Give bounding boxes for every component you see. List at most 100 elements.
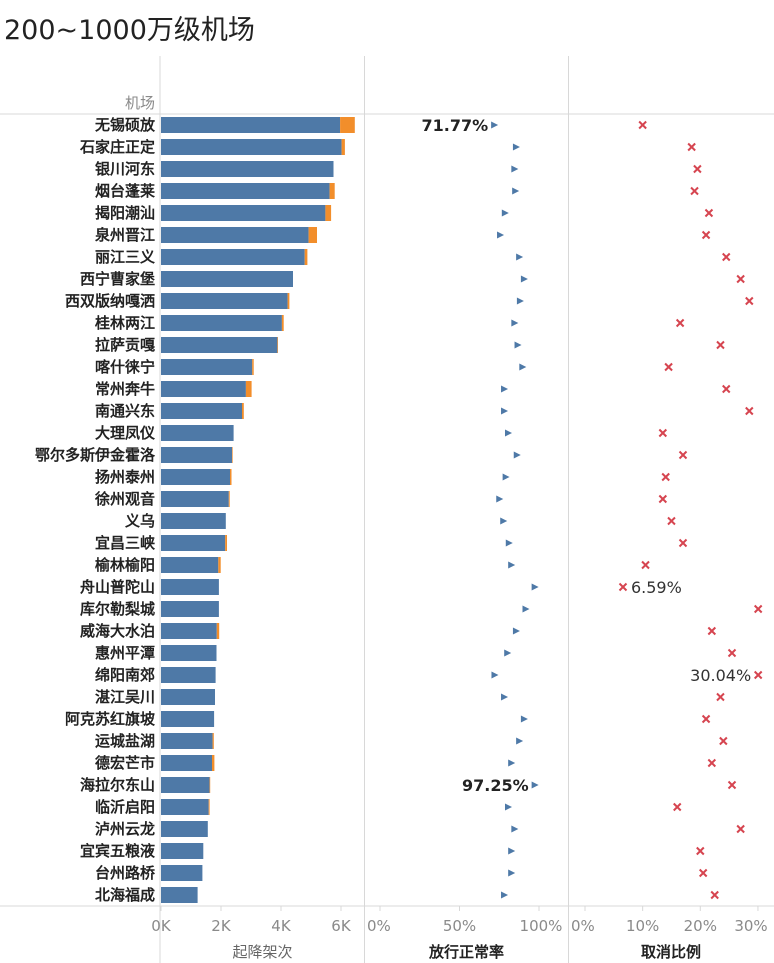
bar-main <box>161 139 342 155</box>
bar-main <box>161 887 198 903</box>
cancel-marker <box>753 670 763 680</box>
cancel-marker <box>693 164 702 174</box>
axis-tick-label: 10% <box>626 917 659 935</box>
category-label: 临沂启阳 <box>95 798 155 816</box>
bar-main <box>161 403 242 419</box>
category-label: 喀什徕宁 <box>95 358 155 376</box>
cancel-marker <box>753 604 763 614</box>
cancel-annotation: 30.04% <box>690 666 751 685</box>
axis-title: 放行正常率 <box>428 943 504 961</box>
cancel-marker <box>716 692 725 702</box>
bar-main <box>161 667 216 683</box>
cancel-marker <box>710 890 719 900</box>
rate-marker <box>522 605 530 613</box>
category-label: 阿克苏红旗坡 <box>65 710 155 728</box>
bar-main <box>161 733 213 749</box>
category-label: 丽江三义 <box>95 248 155 266</box>
bar-extra <box>230 469 232 485</box>
bar-extra <box>287 293 290 309</box>
cancel-annotation: 6.59% <box>631 578 682 597</box>
rate-marker <box>496 495 504 503</box>
bar-main <box>161 491 229 507</box>
category-label: 西双版纳嘎洒 <box>65 292 155 310</box>
rate-marker <box>512 187 520 195</box>
cancel-marker <box>678 450 688 460</box>
category-label: 西宁曹家堡 <box>80 270 155 288</box>
category-label: 宜宾五粮液 <box>80 842 156 860</box>
cancel-marker <box>722 384 731 394</box>
rate-annotation: 97.25% <box>462 776 529 795</box>
cancel-marker <box>658 428 668 438</box>
axis-tick-label: 4K <box>271 917 292 935</box>
cancel-marker <box>696 846 705 856</box>
rate-marker <box>504 803 512 811</box>
bar-main <box>161 249 305 265</box>
cancel-marker <box>658 494 668 504</box>
page-title: 200~1000万级机场 <box>4 15 255 46</box>
axis-tick-label: 2K <box>211 917 232 935</box>
cancel-marker <box>698 868 708 878</box>
rate-marker <box>508 869 516 877</box>
axis-tick-label: 6K <box>331 917 352 935</box>
bar-extra <box>325 205 332 221</box>
bar-main <box>161 513 226 529</box>
bar-main <box>161 755 212 771</box>
bar-main <box>161 843 204 859</box>
cancel-marker <box>727 780 737 790</box>
cancel-marker <box>707 626 717 636</box>
cancel-marker <box>704 208 714 218</box>
bar-extra <box>232 447 233 463</box>
bar-extra <box>304 249 308 265</box>
category-label: 惠州平潭 <box>95 644 155 662</box>
category-label: 银川河东 <box>95 160 155 178</box>
bar-main <box>161 337 278 353</box>
bar-extra <box>212 755 215 771</box>
axis-tick-label: 100% <box>520 917 563 935</box>
bar-extra <box>218 557 221 573</box>
cancel-marker <box>707 758 717 768</box>
rate-marker <box>516 297 524 305</box>
category-label: 拉萨贡嘎 <box>95 336 155 354</box>
rate-marker <box>501 385 509 393</box>
bar-main <box>161 205 326 221</box>
bar-extra <box>208 799 210 815</box>
rate-annotation: 71.77% <box>421 116 488 135</box>
cancel-marker <box>701 714 711 724</box>
axis-tick-label: 0% <box>571 917 595 935</box>
cancel-marker <box>716 340 725 350</box>
rate-marker <box>511 825 519 833</box>
axis-tick-label: 0% <box>367 917 391 935</box>
bar-main <box>161 381 246 397</box>
rate-marker <box>512 143 520 151</box>
rate-marker <box>520 275 528 283</box>
cancel-marker <box>687 142 696 152</box>
rate-marker <box>491 121 499 129</box>
bar-main <box>161 865 203 881</box>
category-label: 石家庄正定 <box>79 138 155 156</box>
bar-extra <box>209 777 211 793</box>
category-label: 运城盐湖 <box>95 732 155 750</box>
category-label: 台州路桥 <box>95 864 156 882</box>
bar-main <box>161 623 217 639</box>
rate-marker <box>520 715 528 723</box>
bar-main <box>161 293 288 309</box>
axis-tick-label: 20% <box>684 917 717 935</box>
cancel-marker <box>673 802 682 812</box>
bar-extra <box>212 733 214 749</box>
bar-main <box>161 557 219 573</box>
cancel-marker <box>661 472 670 482</box>
cancel-marker <box>678 538 688 548</box>
rate-marker <box>508 561 516 569</box>
cancel-marker <box>745 406 754 416</box>
bar-extra <box>308 227 317 243</box>
axis-tick-label: 50% <box>443 917 476 935</box>
rate-marker <box>501 693 509 701</box>
bar-extra <box>277 337 278 353</box>
rate-marker <box>501 407 509 415</box>
axis-title: 取消比例 <box>641 943 701 961</box>
bar-extra <box>245 381 252 397</box>
rate-marker <box>511 165 519 173</box>
axis-title: 起降架次 <box>232 943 292 961</box>
category-label: 德宏芒市 <box>95 754 155 772</box>
